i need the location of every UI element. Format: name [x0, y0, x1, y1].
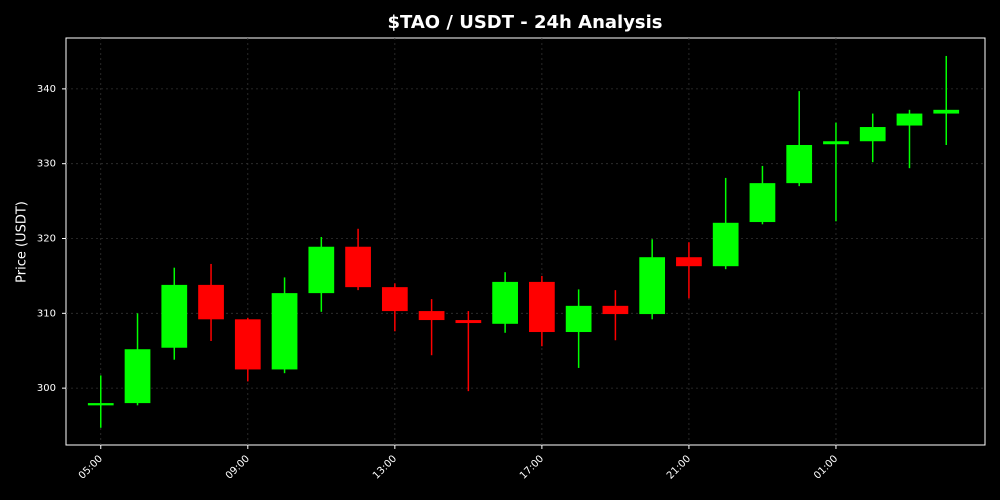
- candle-body: [345, 246, 371, 288]
- candle-body: [455, 320, 482, 324]
- candle-body: [529, 281, 555, 333]
- x-tick-label: 05:00: [77, 453, 105, 481]
- x-tick-label: 21:00: [665, 453, 693, 481]
- y-tick-label: 310: [37, 308, 56, 319]
- candle-body: [124, 349, 151, 404]
- chart-title: $TAO / USDT - 24h Analysis: [387, 12, 662, 33]
- y-tick-label: 330: [37, 159, 56, 170]
- candle-body: [602, 305, 629, 315]
- x-tick-label: 01:00: [812, 453, 840, 481]
- y-tick-label: 320: [37, 234, 56, 245]
- candle-body: [161, 284, 188, 348]
- x-tick-label: 17:00: [518, 453, 546, 481]
- candle-body: [676, 257, 702, 267]
- candle-body: [712, 222, 739, 267]
- candle-body: [639, 257, 666, 315]
- candle-body: [234, 319, 261, 370]
- candle-body: [933, 109, 960, 114]
- candle-body: [87, 403, 114, 406]
- candle-body: [786, 144, 813, 184]
- candle-body: [565, 305, 592, 333]
- candle-body: [823, 141, 849, 145]
- candle-body: [418, 311, 445, 321]
- candle-body: [896, 113, 923, 126]
- y-axis-label: Price (USDT): [15, 201, 30, 283]
- candle-body: [271, 293, 298, 370]
- candle-body: [308, 246, 335, 294]
- candle-body: [859, 127, 886, 142]
- y-tick-label: 300: [37, 383, 56, 394]
- y-tick-label: 340: [37, 84, 56, 95]
- candle-body: [492, 281, 518, 324]
- plot-area: [65, 37, 986, 446]
- candle-body: [381, 287, 408, 312]
- candle-body: [749, 183, 776, 223]
- x-tick-label: 09:00: [224, 453, 252, 481]
- candle-body: [198, 284, 224, 320]
- x-tick-label: 13:00: [371, 453, 399, 481]
